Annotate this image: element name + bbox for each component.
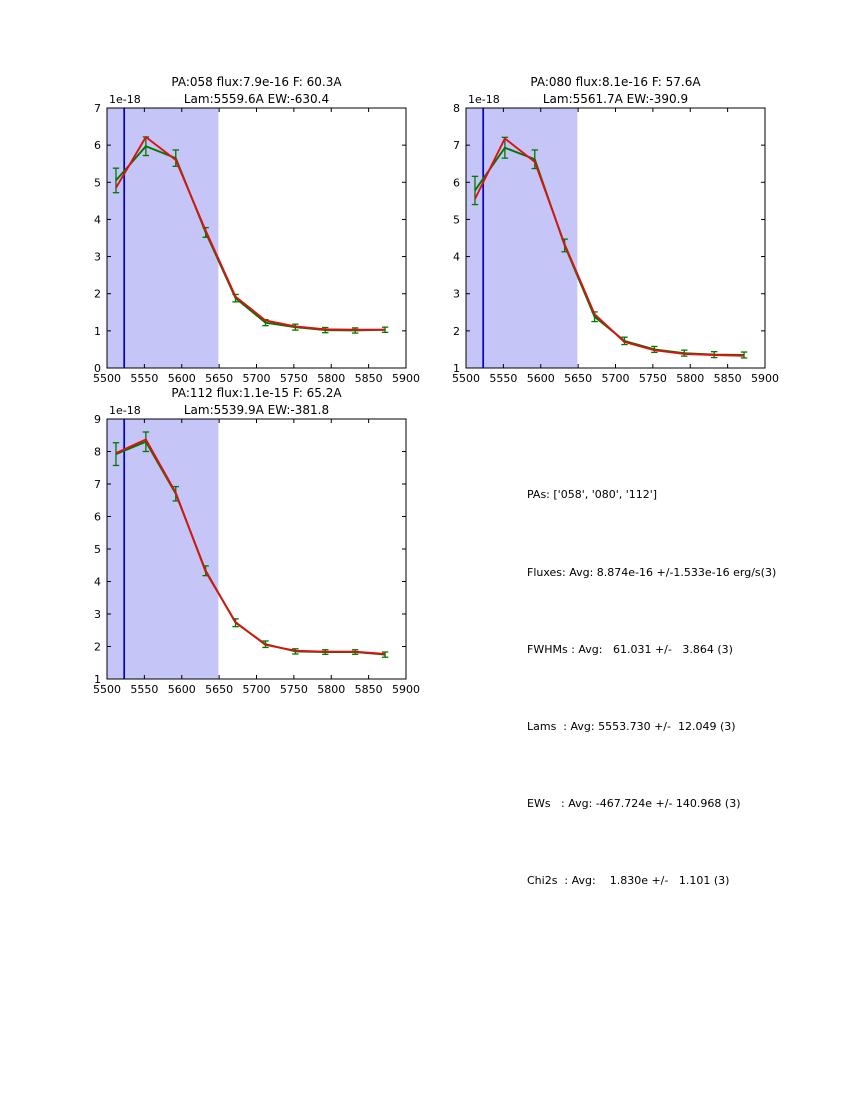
y-tick-label: 7 [453,139,460,152]
fit-series-line [115,438,386,655]
y-tick-label: 6 [94,511,101,524]
x-tick-label: 5500 [93,683,121,696]
plot-area-pa080: 5500 5550 5600 5650 5700 5750 5800 5850 5900 1 2 3 4… [452,93,779,385]
x-tick-label: 5800 [317,683,345,696]
plot-title-line1: PA:058 flux:7.9e-16 F: 60.3A [171,75,342,89]
plot-area-pa112: 5500 5550 5600 5650 5700 5750 5800 5850 5900 1 2 3 4… [93,404,420,696]
y-tick-label: 1 [453,362,460,375]
x-tick-label: 5600 [168,372,196,385]
x-tick-label: 5850 [714,372,742,385]
y-tick-label: 0 [94,362,101,375]
y-axis-offset-label: 1e-18 [109,404,141,417]
y-tick-label: 8 [453,102,460,115]
y-axis-offset-label: 1e-18 [468,93,500,106]
x-tick-label: 5900 [392,372,420,385]
fit-series-line [115,136,386,331]
x-tick-label: 5700 [602,372,630,385]
x-tick-label: 5550 [130,372,158,385]
y-tick-label: 5 [94,176,101,189]
spectrum-plot-pa080: 5500 5550 5600 5650 5700 5750 5800 5850 5900 1 2 3 4… [419,70,799,405]
stats-line-pas: PAs: ['058', '080', '112'] [527,488,658,502]
x-tick-label: 5550 [130,683,158,696]
y-tick-label: 3 [94,608,101,621]
y-tick-label: 7 [94,478,101,491]
x-tick-label: 5850 [355,372,383,385]
summary-stats-block: PAs: ['058', '080', '112'] Fluxes: Avg: … [527,431,776,919]
y-tick-label: 1 [94,325,101,338]
x-tick-label: 5900 [751,372,779,385]
y-axis-offset-label: 1e-18 [109,93,141,106]
x-tick-label: 5850 [355,683,383,696]
plot-area-pa058: 5500 5550 5600 5650 5700 5750 5800 5850 5900 0 1 2 3… [93,93,420,385]
x-tick-label: 5650 [205,372,233,385]
plot-title-line2: Lam:5561.7A EW:-390.9 [542,92,689,106]
plot-title-line2: Lam:5539.9A EW:-381.8 [183,403,330,417]
spectrum-plot-pa058: 5500 5550 5600 5650 5700 5750 5800 5850 5900 0 1 2 3… [60,70,440,405]
x-tick-label: 5900 [392,683,420,696]
plot-title-line2: Lam:5559.6A EW:-630.4 [183,92,330,106]
x-tick-label: 5650 [205,683,233,696]
axes-frame [106,418,407,680]
x-tick-label: 5700 [243,683,271,696]
x-tick-label: 5750 [280,683,308,696]
y-tick-label: 6 [94,139,101,152]
y-tick-label: 3 [94,251,101,264]
x-tick-label: 5650 [564,372,592,385]
plot-title: PA:112 flux:1.1e-15 F: 65.2A Lam:5539.9A… [107,385,406,419]
y-tick-label: 5 [453,213,460,226]
x-tick-label: 5550 [489,372,517,385]
y-tick-label: 8 [94,446,101,459]
x-tick-label: 5500 [93,372,121,385]
x-tick-label: 5700 [243,372,271,385]
fit-series-line [474,137,745,357]
x-tick-label: 5600 [527,372,555,385]
stats-line-chi2s: Chi2s : Avg: 1.830e +/- 1.101 (3) [527,873,730,887]
y-tick-label: 2 [453,325,460,338]
stats-line-fluxes: Fluxes: Avg: 8.874e-16 +/-1.533e-16 erg/… [527,565,777,579]
spectrum-plot-pa112: 5500 5550 5600 5650 5700 5750 5800 5850 5900 1 2 3 4… [60,381,440,716]
plot-title: PA:080 flux:8.1e-16 F: 57.6A Lam:5561.7A… [466,74,765,108]
x-tick-label: 5500 [452,372,480,385]
x-tick-label: 5750 [639,372,667,385]
plot-title-line1: PA:112 flux:1.1e-15 F: 65.2A [171,386,342,400]
plot-title-line1: PA:080 flux:8.1e-16 F: 57.6A [530,75,701,89]
y-tick-label: 3 [453,288,460,301]
axes-frame [106,107,407,369]
y-tick-label: 2 [94,641,101,654]
y-tick-label: 4 [94,576,101,589]
y-tick-label: 9 [94,413,101,426]
stats-line-fwhms: FWHMs : Avg: 61.031 +/- 3.864 (3) [527,642,733,656]
x-tick-label: 5750 [280,372,308,385]
y-tick-label: 7 [94,102,101,115]
y-tick-label: 4 [94,213,101,226]
y-tick-label: 4 [453,251,460,264]
axes-frame [465,107,766,369]
x-tick-label: 5600 [168,683,196,696]
shaded-fit-region [107,419,219,679]
y-tick-label: 2 [94,288,101,301]
x-tick-label: 5800 [317,372,345,385]
stats-line-lams: Lams : Avg: 5553.730 +/- 12.049 (3) [527,719,736,733]
y-tick-label: 5 [94,543,101,556]
stats-line-ews: EWs : Avg: -467.724e +/- 140.968 (3) [527,796,741,810]
y-tick-label: 1 [94,673,101,686]
x-tick-label: 5800 [676,372,704,385]
y-tick-label: 6 [453,176,460,189]
shaded-fit-region [107,108,219,368]
plot-title: PA:058 flux:7.9e-16 F: 60.3A Lam:5559.6A… [107,74,406,108]
